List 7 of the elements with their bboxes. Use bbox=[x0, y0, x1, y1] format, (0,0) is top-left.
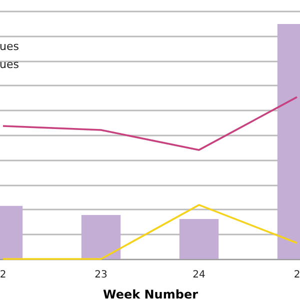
x-tick-label: 24 bbox=[192, 270, 206, 280]
x-tick-label: 2 bbox=[294, 270, 300, 280]
annotation: ues bbox=[0, 58, 20, 71]
x-axis-title: Week Number bbox=[103, 288, 198, 300]
x-tick-label: 23 bbox=[94, 270, 108, 280]
annotation: ues bbox=[0, 40, 20, 53]
x-tick-label: 2 bbox=[0, 270, 6, 280]
